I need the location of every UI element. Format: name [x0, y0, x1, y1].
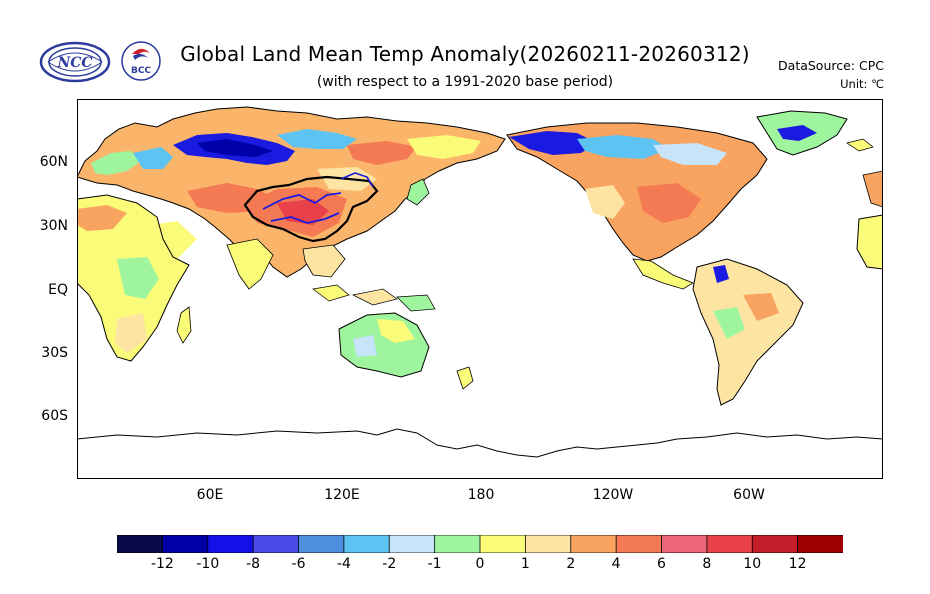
west-africa-edge — [856, 214, 883, 270]
colorbar-label: -6 — [291, 556, 306, 572]
lon-label-120e: 120E — [324, 487, 360, 503]
colorbar-swatch — [706, 535, 754, 553]
us-east-red — [637, 183, 701, 223]
lon-label-60w: 60W — [733, 487, 765, 503]
colorbar-swatch — [570, 535, 618, 553]
north-america-landmass — [506, 122, 768, 290]
map-subtitle: (with respect to a 1991-2020 base period… — [316, 74, 614, 90]
map-metadata: DataSource: CPC Unit: ℃ — [778, 56, 884, 94]
map-title: Global Land Mean Temp Anomaly(20260211-2… — [180, 42, 750, 66]
colorbar-swatch — [661, 535, 708, 553]
colorbar-swatch — [479, 535, 527, 553]
oceania-landmass — [312, 284, 474, 390]
lat-label-eq: EQ — [48, 282, 68, 298]
madagascar — [176, 306, 192, 344]
japan — [406, 178, 430, 206]
colorbar-swatch — [207, 535, 255, 553]
colorbar-label: 0 — [475, 556, 485, 572]
colorbar-swatch — [524, 535, 572, 553]
china-warm-core — [277, 199, 329, 225]
far-east-yellow — [407, 135, 481, 159]
data-source: DataSource: CPC — [778, 58, 884, 73]
colorbar-label: 6 — [657, 556, 666, 572]
new-zealand — [456, 366, 474, 390]
australia-cool — [353, 335, 377, 357]
sa-north-cold — [713, 265, 729, 283]
antarctica — [77, 428, 883, 479]
us-west-yellow — [585, 185, 625, 219]
north-africa-red — [77, 205, 127, 231]
lat-label-60s: 60S — [41, 408, 68, 424]
bcc-logo-text: BCC — [131, 66, 151, 76]
central-africa-green — [117, 257, 159, 299]
colorbar-label: -8 — [246, 556, 261, 572]
sa-base — [692, 258, 804, 406]
colorbar-label: 2 — [566, 556, 576, 572]
colorbar-label: -1 — [427, 556, 442, 572]
canada-blue — [577, 135, 669, 159]
china-river-yangtze — [270, 212, 340, 224]
colorbar-label: 8 — [702, 556, 712, 572]
colorbar-swatch — [161, 535, 209, 553]
lat-label-60n: 60N — [39, 154, 68, 170]
colorbar-label: -4 — [336, 556, 351, 572]
alaska-blue — [509, 131, 597, 155]
colorbar-label: -12 — [150, 556, 174, 572]
colorbar-label: 4 — [611, 556, 621, 572]
lon-label-180: 180 — [467, 487, 495, 503]
canada-light — [653, 143, 727, 165]
colorbar-label: -10 — [196, 556, 220, 572]
australia-warm — [377, 319, 415, 343]
central-america — [632, 258, 694, 290]
lon-label-120w: 120W — [592, 487, 634, 503]
india — [226, 238, 274, 290]
lat-label-30s: 30S — [41, 345, 68, 361]
ncc-logo-text: NCC — [56, 55, 92, 71]
sa-green — [713, 307, 745, 339]
anomaly-map — [77, 99, 883, 479]
colorbar-label: 10 — [743, 556, 762, 572]
colorbar-swatch — [117, 535, 164, 553]
ncc-logo: NCC — [38, 40, 112, 84]
se-asia — [302, 244, 346, 278]
new-guinea — [396, 294, 436, 312]
south-america-landmass — [692, 258, 804, 406]
bcc-logo: BCC — [120, 39, 162, 83]
colorbar — [117, 535, 843, 553]
indonesia-2 — [351, 288, 398, 306]
siberia-core — [197, 139, 273, 157]
colorbar-swatch — [298, 535, 345, 553]
china-border — [243, 175, 379, 243]
africa-landmass — [77, 194, 192, 362]
east-europe-blue — [133, 147, 173, 169]
colorbar-swatch — [797, 535, 843, 553]
colorbar-swatch — [434, 535, 481, 553]
iceland — [846, 138, 874, 152]
europe-green — [91, 151, 141, 175]
colorbar-swatch — [388, 535, 436, 553]
greenland-cold — [777, 125, 817, 141]
unit-label: Unit: ℃ — [840, 77, 884, 91]
sa-warm — [743, 293, 779, 321]
arctic-blue — [277, 129, 357, 149]
south-africa-yellow — [115, 313, 147, 353]
colorbar-swatch — [615, 535, 663, 553]
indonesia-1 — [312, 284, 350, 302]
colorbar-swatch — [343, 535, 391, 553]
lat-label-30n: 30N — [39, 218, 68, 234]
colorbar-swatch — [252, 535, 300, 553]
lon-label-60e: 60E — [196, 487, 224, 503]
china-river-yellow — [262, 192, 342, 210]
colorbar-label: 12 — [788, 556, 807, 572]
west-siberia-red — [347, 141, 417, 165]
colorbar-label: 1 — [520, 556, 530, 572]
amur-river — [340, 172, 374, 188]
colorbar-label: -2 — [382, 556, 397, 572]
colorbar-swatch — [751, 535, 799, 553]
iberia-edge — [862, 170, 883, 208]
